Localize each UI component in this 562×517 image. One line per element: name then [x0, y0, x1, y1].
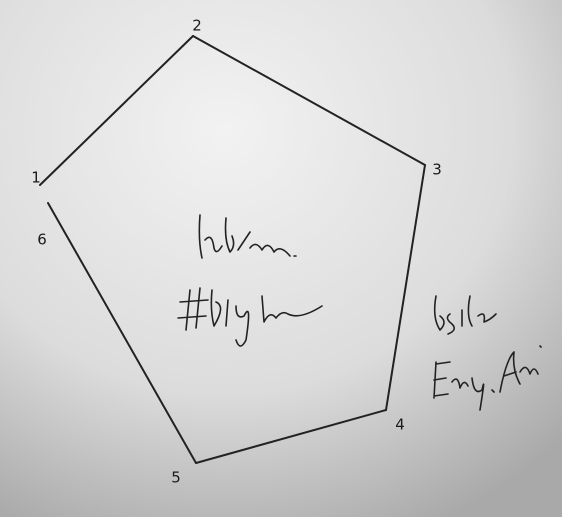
- vertex-label: 2: [192, 17, 202, 35]
- edge: [47, 202, 197, 464]
- vertex-label: 5: [171, 469, 181, 487]
- edge: [39, 35, 194, 186]
- vertex-label: 6: [37, 231, 47, 249]
- vertex-label: 1: [31, 169, 41, 187]
- scribble: [177, 287, 323, 347]
- scribble: [198, 214, 297, 259]
- edge: [192, 35, 426, 166]
- vertex-labels: 1 2 3 4 5 6: [31, 17, 442, 487]
- edge: [195, 409, 387, 464]
- scribble: [433, 345, 542, 411]
- scribble: [433, 295, 497, 335]
- edge: [385, 164, 426, 411]
- vertex-label: 3: [432, 161, 442, 179]
- vertex-label: 4: [395, 416, 405, 434]
- handwriting: [177, 214, 542, 411]
- pentagon: [39, 35, 426, 464]
